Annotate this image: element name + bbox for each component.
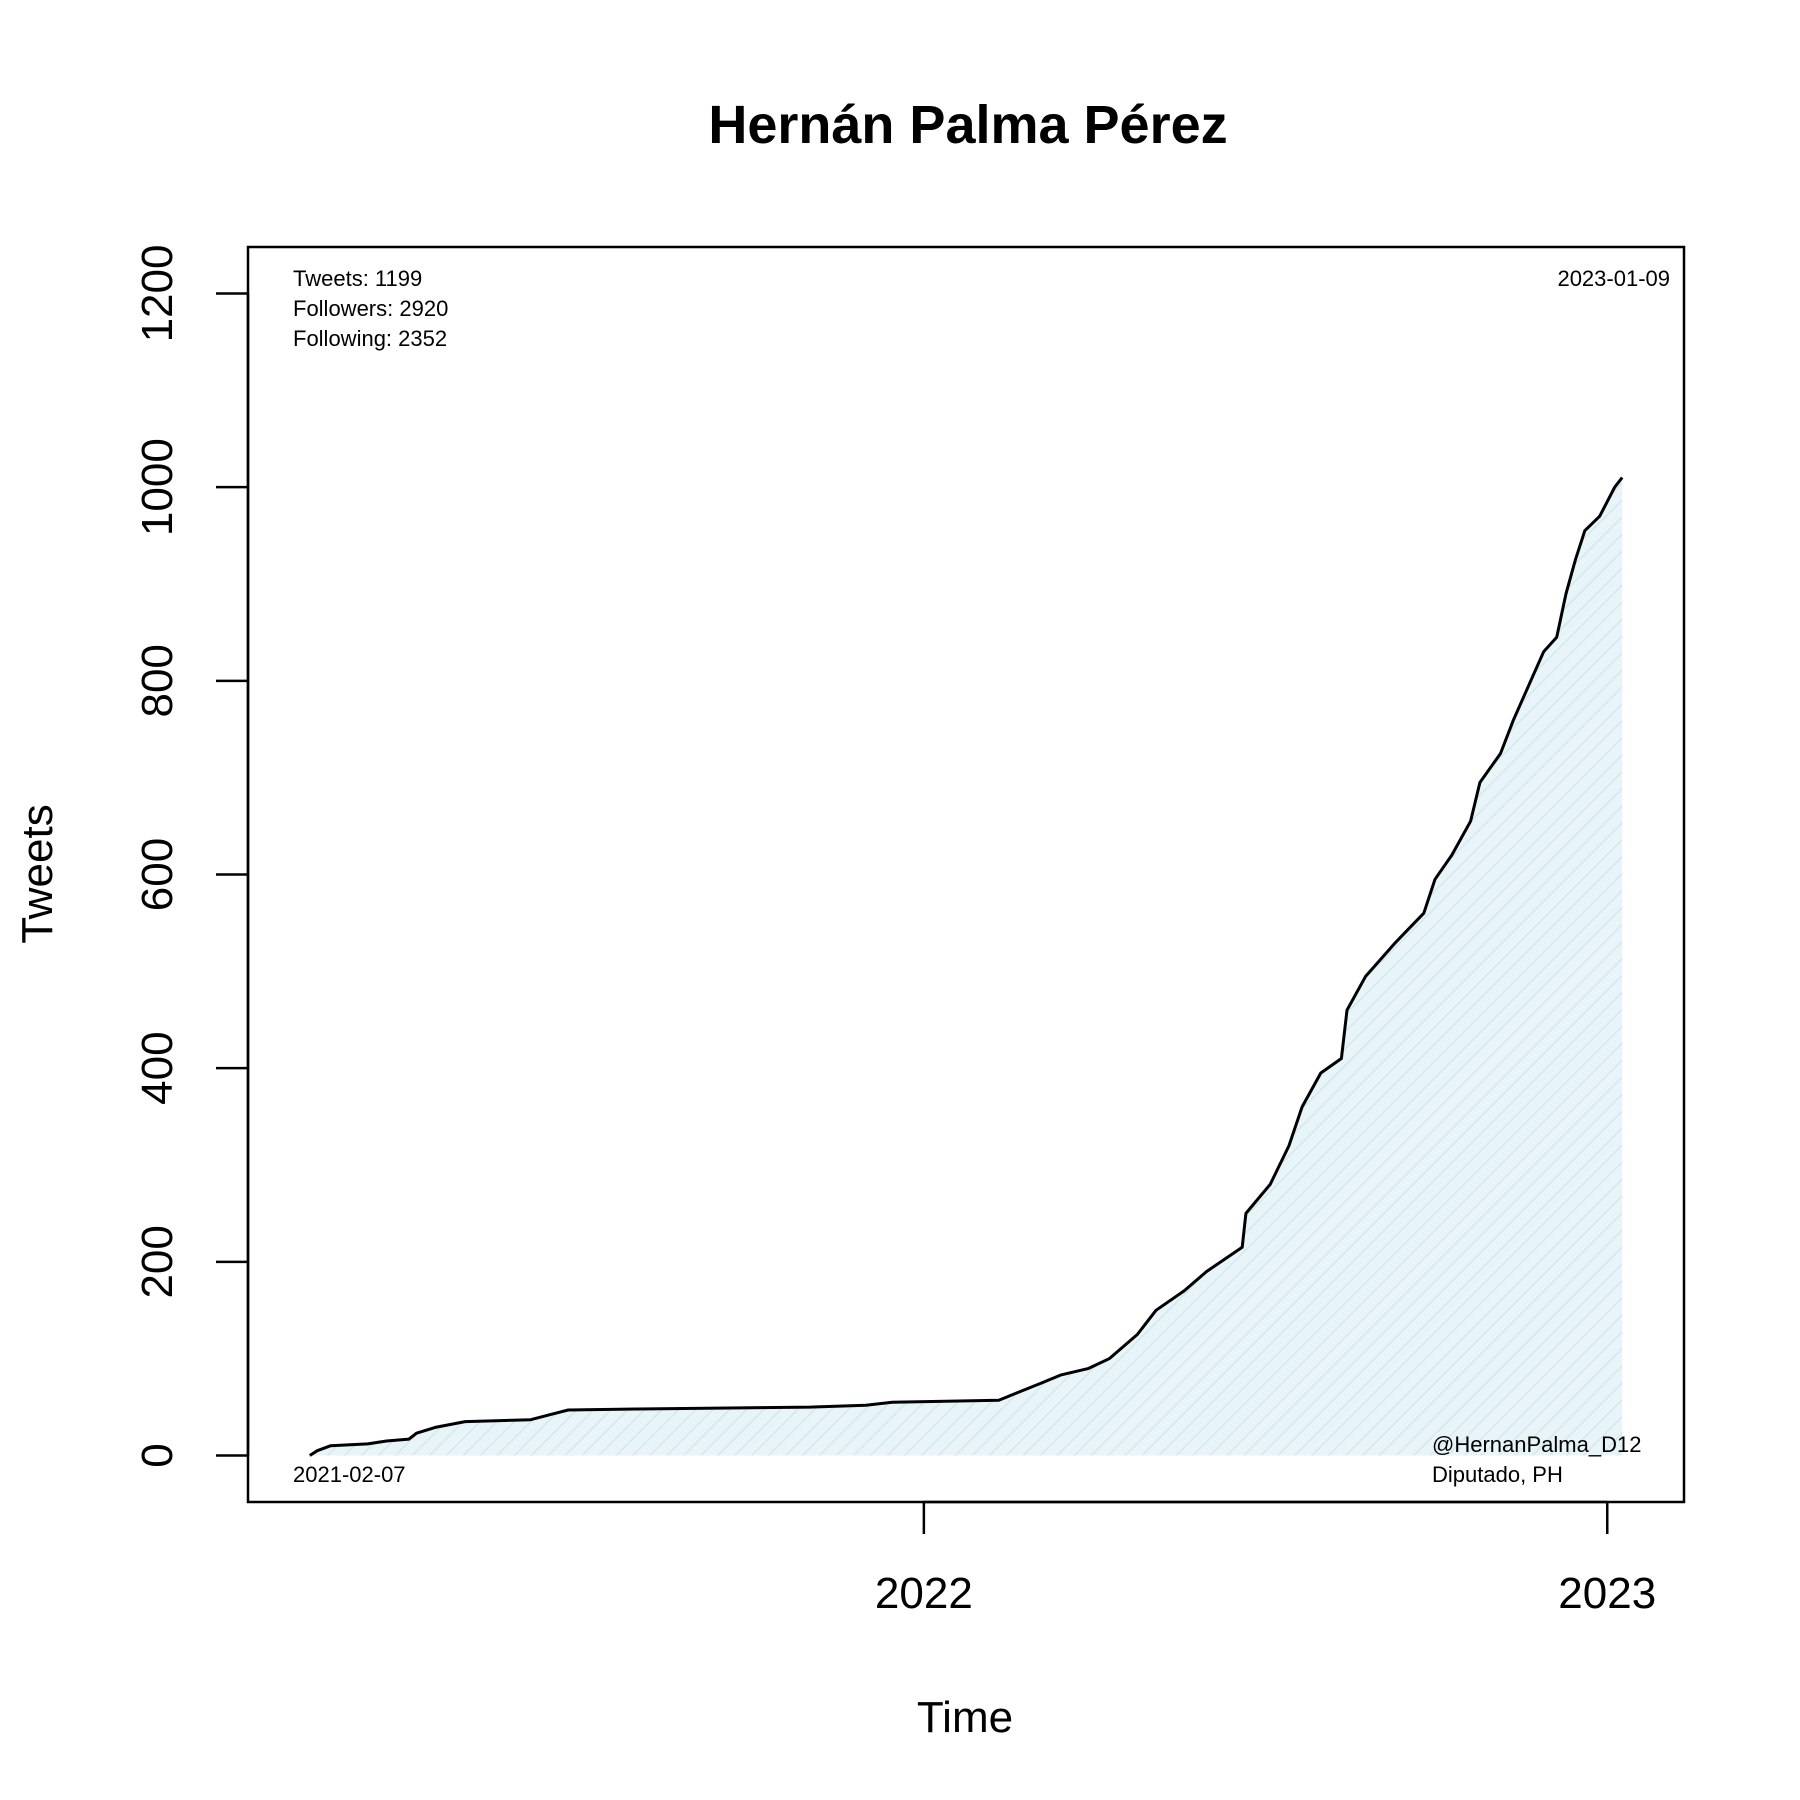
series-line [308, 476, 1624, 1457]
x-axis: 2022 2023 [875, 1500, 1656, 1618]
y-axis: 0 200 400 600 800 1000 1200 [133, 245, 250, 1468]
stat-tweets: Tweets: 1199 [293, 266, 422, 291]
y-tick-label: 200 [133, 1225, 182, 1298]
x-tick-label: 2023 [1558, 1569, 1656, 1618]
y-tick-label: 400 [133, 1031, 182, 1104]
y-tick-label: 800 [133, 644, 182, 717]
y-tick-label: 600 [133, 838, 182, 911]
stats-annotation: Tweets: 1199 Followers: 2920 Following: … [293, 266, 448, 351]
y-tick-label: 0 [133, 1443, 182, 1467]
stat-following: Following: 2352 [293, 326, 447, 351]
y-tick-label: 1200 [133, 245, 182, 343]
x-axis-label: Time [917, 1693, 1013, 1742]
stat-followers: Followers: 2920 [293, 296, 448, 321]
y-tick-label: 1000 [133, 438, 182, 536]
start-date-label: 2021-02-07 [293, 1462, 406, 1487]
chart-title: Hernán Palma Pérez [708, 95, 1227, 155]
series-area [309, 477, 1623, 1456]
y-axis-label: Tweets [13, 804, 62, 943]
plot-area [246, 245, 1686, 1504]
handle-label: @HernanPalma_D12 [1432, 1432, 1641, 1457]
role-label: Diputado, PH [1432, 1462, 1563, 1487]
end-date-label: 2023-01-09 [1557, 266, 1670, 291]
x-tick-label: 2022 [875, 1569, 973, 1618]
